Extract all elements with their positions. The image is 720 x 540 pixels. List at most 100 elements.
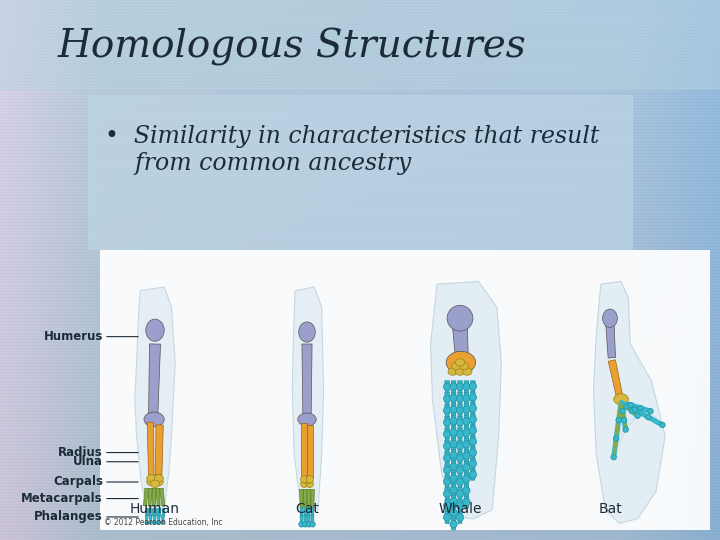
Ellipse shape (463, 464, 470, 471)
Ellipse shape (456, 454, 464, 462)
Polygon shape (307, 489, 311, 508)
Ellipse shape (463, 441, 470, 448)
Ellipse shape (306, 480, 313, 488)
Ellipse shape (469, 383, 477, 390)
Polygon shape (593, 281, 665, 523)
Text: from common ancestry: from common ancestry (105, 152, 411, 175)
Ellipse shape (300, 476, 308, 483)
Ellipse shape (444, 418, 451, 426)
Ellipse shape (455, 359, 464, 366)
Polygon shape (464, 427, 469, 438)
Polygon shape (458, 500, 462, 511)
Polygon shape (445, 428, 449, 440)
Ellipse shape (463, 383, 470, 390)
Polygon shape (464, 438, 469, 450)
Polygon shape (458, 452, 462, 464)
Ellipse shape (469, 394, 477, 401)
Polygon shape (307, 425, 313, 477)
Ellipse shape (299, 322, 315, 342)
Ellipse shape (620, 408, 625, 414)
Ellipse shape (456, 383, 464, 390)
Text: Ulna: Ulna (73, 455, 103, 468)
Polygon shape (445, 452, 449, 464)
Ellipse shape (463, 417, 470, 425)
Polygon shape (311, 489, 315, 508)
Ellipse shape (613, 394, 629, 404)
Polygon shape (149, 508, 152, 515)
Polygon shape (458, 416, 462, 428)
Polygon shape (300, 508, 303, 515)
Ellipse shape (444, 502, 451, 509)
Ellipse shape (444, 383, 451, 390)
Ellipse shape (450, 497, 457, 505)
Ellipse shape (154, 478, 163, 485)
Ellipse shape (660, 422, 665, 428)
Ellipse shape (616, 417, 621, 423)
Polygon shape (621, 402, 638, 429)
Text: Human: Human (130, 502, 180, 516)
Polygon shape (451, 392, 456, 404)
Polygon shape (471, 447, 475, 458)
Ellipse shape (444, 454, 451, 462)
Polygon shape (621, 402, 650, 416)
Polygon shape (158, 508, 161, 515)
Polygon shape (453, 327, 468, 358)
Polygon shape (451, 484, 456, 495)
Ellipse shape (450, 383, 457, 390)
Polygon shape (471, 381, 475, 392)
Bar (100, 250, 710, 530)
Text: © 2012 Pearson Education, Inc: © 2012 Pearson Education, Inc (104, 518, 222, 527)
Polygon shape (158, 515, 161, 521)
Ellipse shape (469, 416, 477, 423)
Polygon shape (160, 488, 165, 506)
Text: Homologous Structures: Homologous Structures (58, 28, 527, 66)
Polygon shape (148, 488, 152, 506)
Polygon shape (451, 438, 456, 450)
Polygon shape (304, 508, 307, 515)
Ellipse shape (145, 319, 164, 341)
Ellipse shape (444, 466, 451, 474)
Ellipse shape (456, 490, 464, 497)
Polygon shape (161, 515, 164, 521)
Ellipse shape (303, 476, 311, 484)
Text: Cat: Cat (295, 502, 319, 516)
Ellipse shape (444, 395, 451, 402)
Polygon shape (458, 381, 462, 393)
Polygon shape (143, 488, 148, 506)
Ellipse shape (448, 368, 457, 375)
Ellipse shape (302, 522, 308, 527)
Polygon shape (458, 488, 462, 500)
Polygon shape (458, 511, 462, 523)
Polygon shape (451, 427, 456, 438)
Ellipse shape (624, 404, 629, 409)
Ellipse shape (628, 402, 634, 408)
Ellipse shape (450, 429, 457, 436)
Polygon shape (458, 476, 462, 488)
Polygon shape (606, 326, 616, 358)
Ellipse shape (300, 480, 308, 488)
Polygon shape (302, 344, 312, 417)
Ellipse shape (456, 395, 464, 402)
Ellipse shape (450, 509, 457, 516)
Polygon shape (149, 515, 152, 521)
Ellipse shape (456, 502, 464, 509)
Polygon shape (307, 515, 310, 523)
Ellipse shape (603, 309, 617, 327)
Bar (0, 0, 720, 90)
Ellipse shape (632, 407, 637, 413)
Ellipse shape (463, 475, 470, 483)
Polygon shape (445, 381, 449, 393)
Text: Humerus: Humerus (44, 330, 103, 343)
Text: Phalanges: Phalanges (35, 510, 103, 523)
Polygon shape (471, 436, 475, 447)
Ellipse shape (450, 521, 457, 528)
Polygon shape (431, 281, 501, 519)
Ellipse shape (298, 413, 316, 426)
Polygon shape (464, 462, 469, 473)
Ellipse shape (450, 417, 457, 424)
Polygon shape (451, 461, 456, 472)
Bar (88, 95, 633, 250)
Ellipse shape (150, 475, 160, 482)
Ellipse shape (154, 475, 163, 482)
Ellipse shape (447, 305, 473, 331)
